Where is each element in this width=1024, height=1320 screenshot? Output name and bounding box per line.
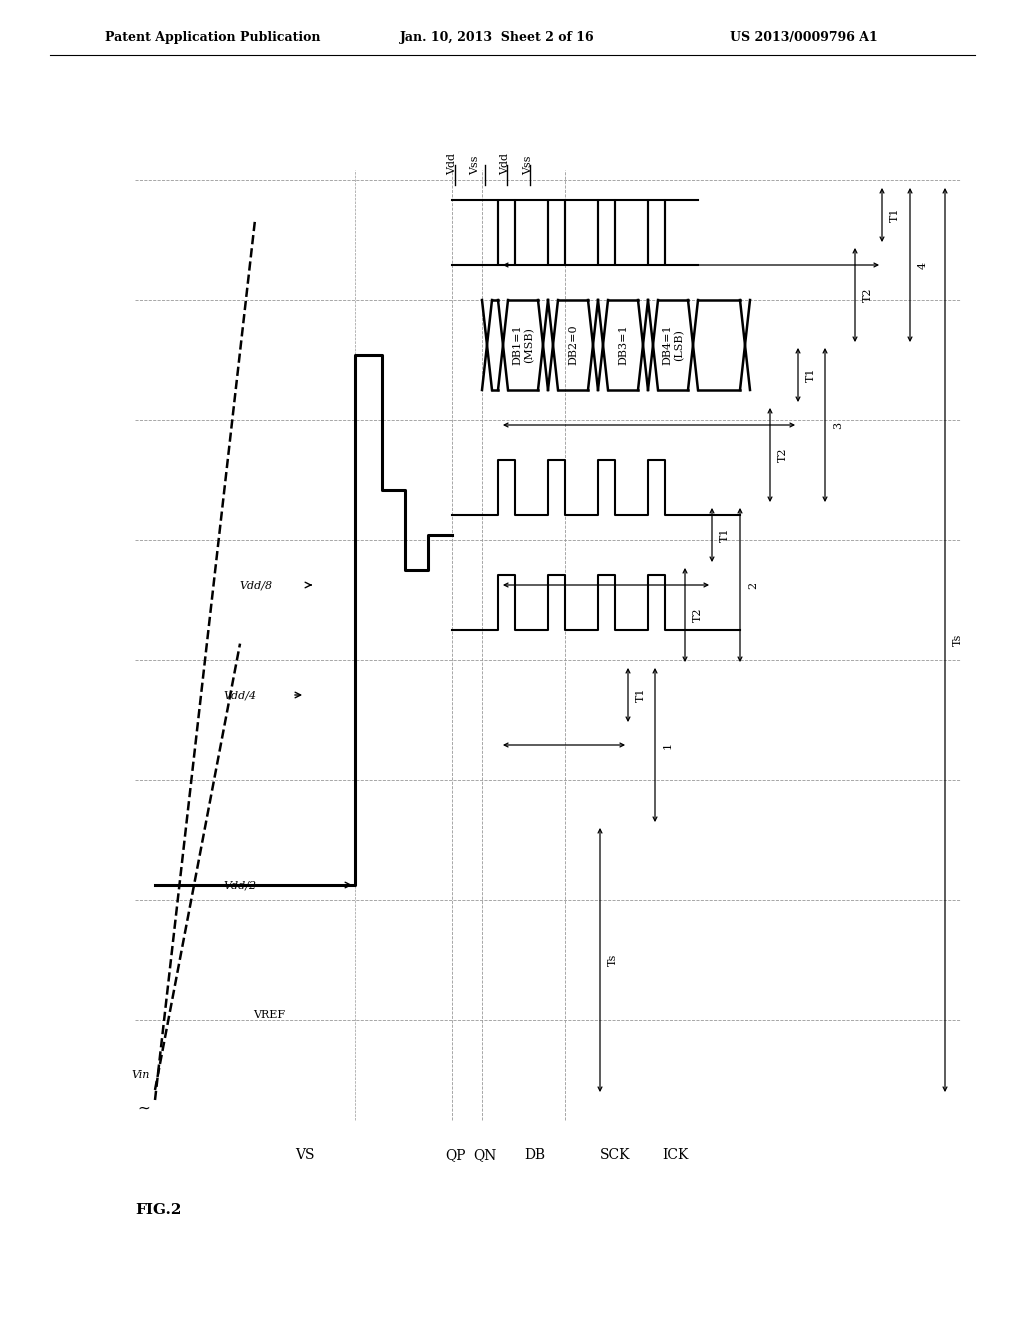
Text: DB4=1
(LSB): DB4=1 (LSB)	[662, 325, 684, 366]
Text: ICK: ICK	[662, 1148, 688, 1162]
Text: 1: 1	[663, 742, 673, 748]
Text: US 2013/0009796 A1: US 2013/0009796 A1	[730, 32, 878, 45]
Text: Jan. 10, 2013  Sheet 2 of 16: Jan. 10, 2013 Sheet 2 of 16	[400, 32, 595, 45]
Text: T1: T1	[720, 528, 730, 543]
Text: VS: VS	[295, 1148, 314, 1162]
Text: T2: T2	[778, 447, 788, 462]
Text: T2: T2	[863, 288, 873, 302]
Text: QP: QP	[444, 1148, 465, 1162]
Text: Vdd/8: Vdd/8	[240, 579, 273, 590]
Text: DB2=0: DB2=0	[568, 325, 578, 366]
Text: FIG.2: FIG.2	[135, 1203, 181, 1217]
Text: 2: 2	[748, 581, 758, 589]
Text: DB3=1: DB3=1	[618, 325, 628, 366]
Text: DB: DB	[524, 1148, 546, 1162]
Text: ~: ~	[137, 1101, 150, 1115]
Text: Vss: Vss	[470, 156, 480, 176]
Text: Vin: Vin	[132, 1071, 150, 1080]
Text: T2: T2	[693, 607, 703, 622]
Text: Vdd/4: Vdd/4	[224, 690, 257, 700]
Text: T1: T1	[636, 688, 646, 702]
Text: Ts: Ts	[953, 634, 963, 647]
Text: SCK: SCK	[600, 1148, 630, 1162]
Text: Vss: Vss	[523, 156, 534, 176]
Text: Vdd: Vdd	[447, 153, 457, 176]
Text: Ts: Ts	[608, 954, 618, 966]
Text: QN: QN	[473, 1148, 497, 1162]
Text: T1: T1	[806, 368, 816, 383]
Text: 4: 4	[918, 261, 928, 268]
Text: VREF: VREF	[253, 1010, 285, 1020]
Text: 3: 3	[833, 421, 843, 429]
Text: T1: T1	[890, 207, 900, 222]
Text: Patent Application Publication: Patent Application Publication	[105, 32, 321, 45]
Text: Vdd: Vdd	[500, 153, 510, 176]
Text: DB1=1
(MSB): DB1=1 (MSB)	[512, 325, 534, 366]
Text: Vdd/2: Vdd/2	[224, 880, 257, 890]
